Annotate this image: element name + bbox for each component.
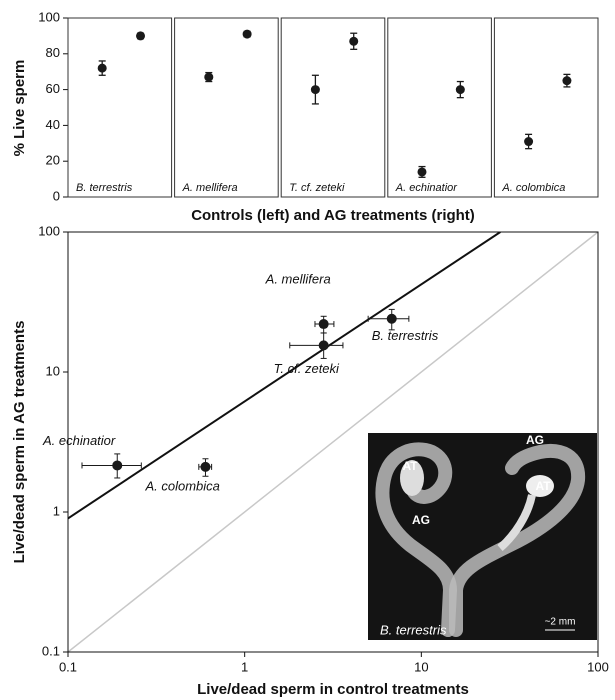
organ (375, 442, 458, 637)
bottom-y-label: Live/dead sperm in AG treatments (11, 321, 28, 564)
dot (136, 31, 146, 41)
organ-at (526, 475, 554, 497)
dot (417, 167, 427, 177)
dot (204, 72, 214, 82)
inset: AG AT AT AG B. terrestris ~2 mm (368, 433, 597, 640)
y-tick-label: 1 (53, 503, 60, 518)
x-tick-label: 10 (414, 659, 428, 674)
bottom-x-label: Live/dead sperm in control treatments (197, 681, 469, 698)
y-tick-label: 0.1 (42, 643, 60, 658)
dot (349, 36, 359, 46)
panel-label: T. cf. zeteki (289, 182, 345, 194)
point (318, 319, 329, 330)
panel-label: A. colombica (501, 182, 565, 194)
organ (449, 444, 586, 637)
dot (524, 137, 534, 147)
top-y-label: % Live sperm (11, 60, 28, 157)
panel-label: B. terrestris (76, 182, 133, 194)
y-tick-label: 40 (46, 117, 60, 132)
y-tick-label: 100 (38, 223, 60, 238)
point (112, 460, 123, 471)
x-tick-label: 100 (587, 659, 609, 674)
dot (562, 76, 572, 86)
y-tick-label: 80 (46, 45, 60, 60)
y-tick-label: 60 (46, 81, 60, 96)
organ-at (497, 494, 536, 552)
dot (455, 85, 465, 95)
plot-frame (67, 231, 599, 653)
inset-label: AT (402, 459, 418, 473)
point-label: T. cf. zeteki (274, 361, 340, 376)
inset-label: AG (526, 433, 544, 447)
dot (310, 85, 320, 95)
panel-label: A. echinatior (395, 182, 458, 194)
panel-frame (280, 17, 386, 198)
point (200, 461, 211, 472)
dot (97, 63, 107, 73)
x-tick-label: 0.1 (59, 659, 77, 674)
inset-label: AT (535, 479, 551, 493)
fit-line (68, 232, 501, 520)
panel-label: A. mellifera (182, 182, 238, 194)
y-tick-label: 0 (53, 188, 60, 203)
inset-scale: ~2 mm (545, 617, 576, 628)
dot (242, 29, 252, 39)
y-tick-label: 20 (46, 153, 60, 168)
point-label: A. echinatior (42, 433, 116, 448)
point (386, 313, 397, 324)
panel-frame (67, 17, 173, 198)
x-tick-label: 1 (241, 659, 248, 674)
inset-label: AG (412, 513, 430, 527)
point-label: B. terrestris (372, 328, 439, 343)
y-tick-label: 10 (46, 363, 60, 378)
panel-frame (493, 17, 599, 198)
organ-at (400, 460, 424, 496)
panel-frame (387, 17, 492, 198)
top-x-label: Controls (left) and AG treatments (right… (191, 207, 475, 224)
inset-species: B. terrestris (380, 622, 447, 637)
point (318, 340, 329, 351)
y-tick-label: 100 (38, 9, 60, 24)
reference-line (68, 232, 598, 652)
point-label: A. colombica (144, 478, 219, 493)
point-label: A. mellifera (265, 271, 331, 286)
panel-frame (174, 17, 279, 198)
